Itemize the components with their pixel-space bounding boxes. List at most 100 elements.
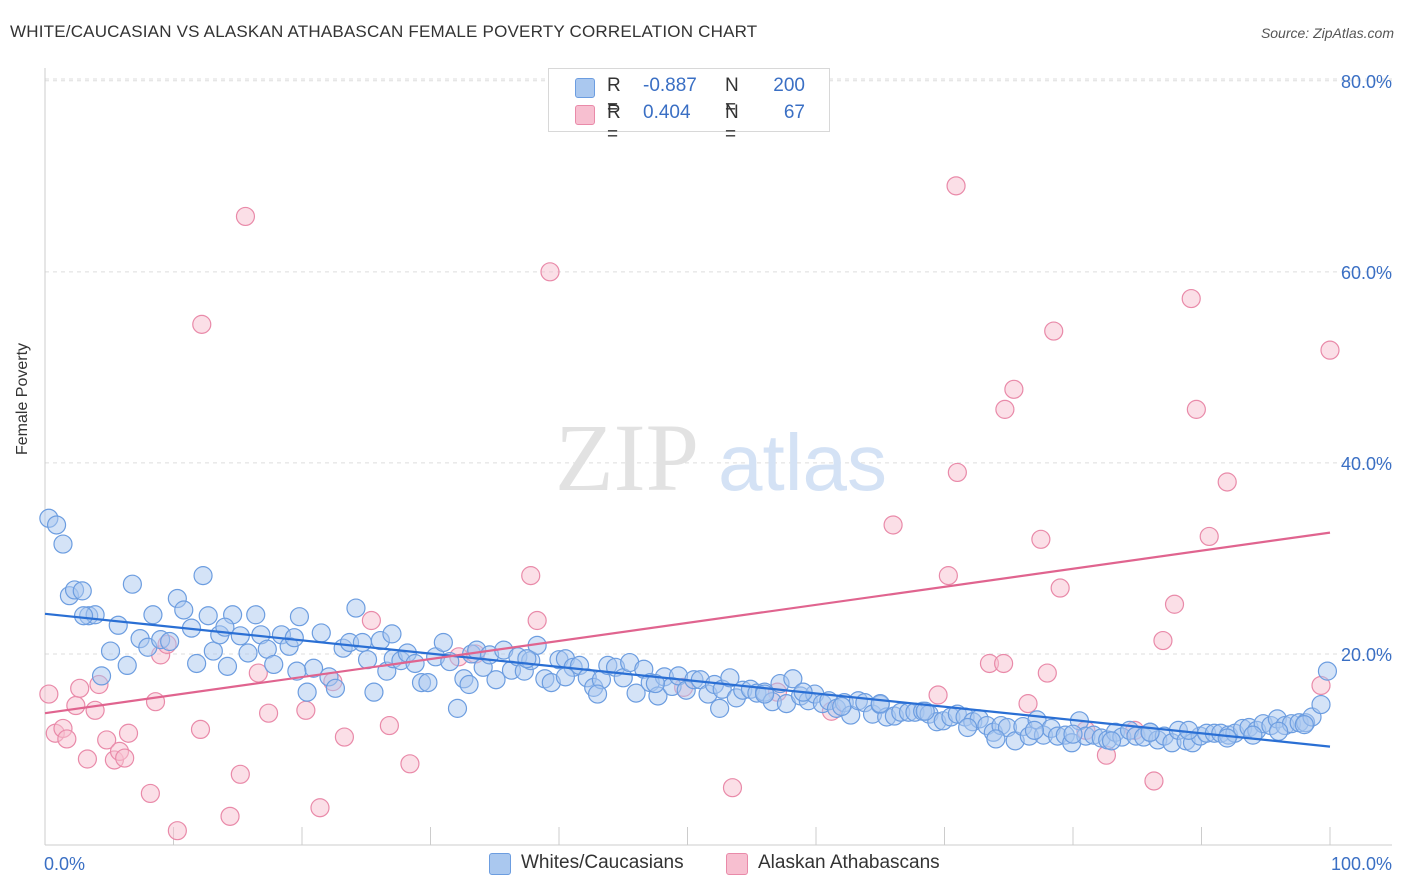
point-whites-caucasians (187, 653, 207, 674)
point-alaskan-athabascans (39, 684, 59, 704)
legend-r-value: 0.404 (643, 102, 691, 123)
legend-n-label: N = (725, 102, 739, 145)
point-alaskan-athabascans (1199, 526, 1219, 547)
point-whites-caucasians (418, 672, 438, 693)
point-whites-caucasians (73, 606, 94, 626)
point-whites-caucasians (284, 628, 304, 648)
point-whites-caucasians (1317, 661, 1338, 681)
point-alaskan-athabascans (258, 703, 279, 723)
point-alaskan-athabascans (947, 462, 967, 483)
point-alaskan-athabascans (1153, 630, 1173, 651)
point-whites-caucasians (405, 653, 425, 674)
point-alaskan-athabascans (540, 262, 560, 282)
point-whites-caucasians (1217, 728, 1237, 748)
point-whites-caucasians (289, 607, 310, 627)
gridlines (45, 78, 1392, 655)
point-whites-caucasians (143, 605, 163, 625)
point-whites-caucasians (1268, 721, 1289, 741)
point-alaskan-athabascans (400, 754, 420, 774)
point-alaskan-athabascans (527, 610, 547, 631)
point-whites-caucasians (72, 581, 92, 601)
bottom-legend-swatch-pink (726, 853, 748, 875)
legend-n-label: N = (725, 75, 739, 118)
point-whites-caucasians (346, 598, 366, 618)
point-alaskan-athabascans (115, 748, 135, 768)
point-alaskan-athabascans (145, 692, 166, 712)
y-tick-label: 20.0% (1341, 645, 1392, 665)
bottom-legend-swatch-blue (489, 853, 511, 875)
point-alaskan-athabascans (230, 764, 250, 784)
correlation-legend: R = -0.887 N = 200 R = 0.404 N = 67 (548, 68, 830, 145)
point-alaskan-athabascans (85, 700, 105, 720)
point-alaskan-athabascans (928, 685, 948, 705)
point-whites-caucasians (486, 670, 506, 690)
legend-r-label: R = (607, 75, 621, 118)
point-whites-caucasians (297, 682, 317, 702)
point-alaskan-athabascans (1181, 288, 1201, 309)
point-alaskan-athabascans (1186, 399, 1206, 419)
point-whites-caucasians (915, 701, 935, 721)
point-alaskan-athabascans (140, 783, 160, 804)
point-alaskan-athabascans (361, 610, 381, 631)
point-alaskan-athabascans (66, 695, 86, 716)
point-whites-caucasians (108, 615, 128, 635)
point-alaskan-athabascans (310, 798, 330, 818)
point-alaskan-athabascans (995, 399, 1015, 419)
point-alaskan-athabascans (1044, 321, 1064, 341)
point-whites-caucasians (447, 698, 468, 718)
point-alaskan-athabascans (97, 730, 117, 750)
point-alaskan-athabascans (77, 749, 98, 769)
point-alaskan-athabascans (220, 806, 240, 826)
point-alaskan-athabascans (167, 821, 187, 841)
point-whites-caucasians (217, 656, 238, 676)
point-whites-caucasians (91, 666, 112, 686)
point-whites-caucasians (1101, 731, 1122, 751)
watermark: ZIP atlas (555, 404, 887, 511)
point-whites-caucasians (53, 534, 73, 554)
point-alaskan-athabascans (248, 663, 268, 683)
point-whites-caucasians (1243, 725, 1263, 745)
point-alaskan-athabascans (1037, 663, 1057, 683)
point-whites-caucasians (287, 661, 307, 681)
point-whites-caucasians (325, 678, 346, 698)
point-alaskan-athabascans (946, 176, 966, 196)
point-whites-caucasians (1311, 694, 1331, 715)
point-whites-caucasians (246, 605, 266, 625)
point-whites-caucasians (203, 641, 223, 661)
point-whites-caucasians (1294, 715, 1314, 735)
point-alaskan-athabascans (994, 653, 1014, 674)
point-whites-caucasians (710, 698, 730, 718)
watermark-atlas: atlas (718, 418, 887, 507)
trend-lines (44, 531, 1331, 748)
point-whites-caucasians (352, 632, 372, 653)
point-alaskan-athabascans (883, 515, 903, 535)
chart-title: WHITE/CAUCASIAN VS ALASKAN ATHABASCAN FE… (10, 22, 758, 41)
series-whites-caucasians (39, 508, 1338, 753)
point-whites-caucasians (311, 623, 331, 643)
point-alaskan-athabascans (1144, 771, 1164, 791)
point-alaskan-athabascans (1018, 694, 1038, 714)
point-whites-caucasians (986, 729, 1006, 749)
x-tick-label-max: 100.0% (1331, 854, 1392, 874)
point-whites-caucasians (626, 683, 646, 703)
legend-r-label: R = (607, 102, 621, 145)
point-whites-caucasians (958, 717, 978, 738)
point-alaskan-athabascans (722, 778, 743, 798)
point-whites-caucasians (645, 673, 665, 694)
point-alaskan-athabascans (1031, 529, 1051, 549)
point-whites-caucasians (100, 641, 121, 661)
y-tick-label: 80.0% (1341, 72, 1392, 92)
point-whites-caucasians (264, 654, 284, 675)
legend-swatch-pink (575, 105, 595, 125)
point-whites-caucasians (382, 624, 402, 644)
point-alaskan-athabascans (379, 715, 399, 736)
trend-line-alaskan-athabascans (44, 531, 1331, 715)
point-whites-caucasians (433, 632, 453, 653)
point-alaskan-athabascans (190, 719, 211, 740)
legend-r-value: -0.887 (643, 75, 697, 96)
point-whites-caucasians (783, 669, 803, 689)
point-whites-caucasians (1063, 724, 1083, 744)
axes (44, 68, 1392, 846)
point-whites-caucasians (193, 566, 213, 586)
legend-swatch-blue (575, 78, 595, 98)
